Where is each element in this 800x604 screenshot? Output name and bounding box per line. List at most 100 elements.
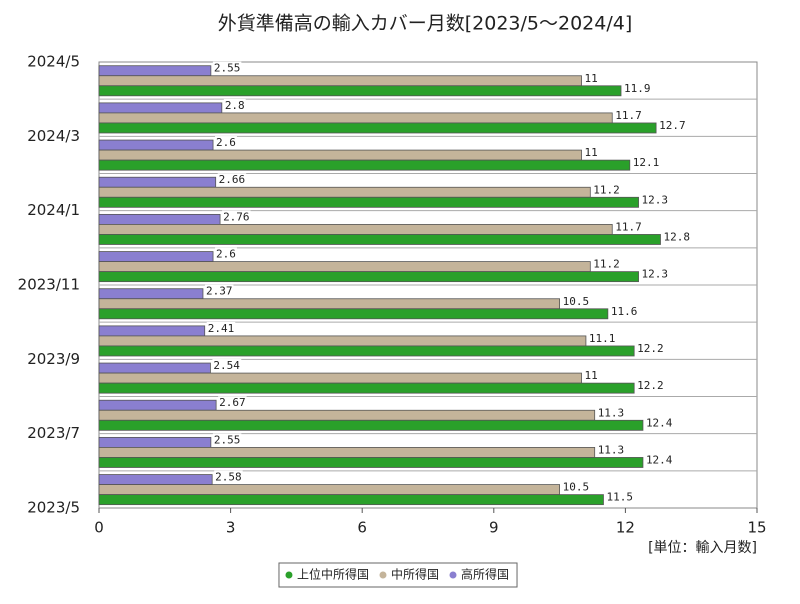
- bar: [98, 196, 639, 208]
- data-label: 2.67: [218, 396, 247, 410]
- x-tick-label: 3: [226, 519, 236, 537]
- chart-title: 外貨準備高の輸入カバー月数[2023/5～2024/4]: [218, 13, 633, 35]
- data-label-bg: [212, 61, 242, 75]
- y-tick-label: 2023/5: [27, 499, 80, 517]
- data-label-text: 11: [585, 72, 598, 85]
- x-tick-label: 0: [94, 519, 104, 537]
- data-label-text: 11.2: [593, 258, 620, 271]
- bar: [98, 457, 644, 468]
- data-label-text: 2.41: [208, 322, 235, 335]
- data-label-bg: [640, 193, 670, 207]
- data-label-text: 2.76: [223, 210, 250, 223]
- bar: [98, 251, 214, 262]
- data-label-text: 12.2: [637, 379, 664, 392]
- data-label-bg: [605, 490, 634, 504]
- data-label-text: 11.2: [593, 183, 620, 196]
- data-label-bg: [214, 470, 243, 484]
- data-label: 11.7: [614, 108, 643, 122]
- data-label-bg: [631, 156, 661, 170]
- y-tick-label: 2023/7: [27, 424, 80, 442]
- unit-label: [単位：輸入月数]: [648, 540, 757, 556]
- data-label: 12.8: [662, 230, 691, 244]
- data-label: 11.3: [596, 406, 626, 420]
- legend-item: 高所得国: [449, 567, 509, 582]
- bar: [98, 325, 206, 337]
- data-label: 12.3: [640, 267, 670, 281]
- data-label-bg: [636, 379, 665, 393]
- data-label: 2.37: [204, 284, 234, 298]
- data-label: 11.2: [592, 257, 621, 271]
- bar: [98, 288, 204, 300]
- bar: [98, 213, 221, 225]
- data-label-bg: [658, 118, 687, 132]
- data-label-text: 12.1: [633, 156, 660, 169]
- data-label-bg: [623, 81, 652, 95]
- bar: [98, 308, 609, 320]
- data-label-text: 11.1: [589, 332, 616, 345]
- data-label-text: 2.8: [225, 99, 245, 112]
- data-label-bg: [587, 331, 617, 345]
- data-label-bg: [583, 71, 599, 85]
- x-tick-label: 12: [616, 519, 635, 537]
- data-label: 10.5: [561, 294, 591, 308]
- bar: [98, 409, 596, 421]
- bar: [98, 494, 604, 506]
- data-label-text: 10.5: [563, 481, 590, 494]
- bar: [98, 85, 622, 97]
- data-label: 11.3: [596, 443, 626, 457]
- data-label: 2.41: [206, 321, 236, 335]
- bar: [98, 362, 211, 374]
- bar: [98, 271, 639, 283]
- data-label-text: 2.37: [206, 285, 233, 298]
- bar: [98, 176, 217, 188]
- data-label: 11: [583, 71, 599, 85]
- bar: [98, 186, 591, 198]
- data-label-bg: [592, 257, 621, 271]
- bar: [98, 474, 213, 485]
- data-label-text: 11.5: [606, 491, 633, 504]
- data-label-bg: [206, 321, 236, 335]
- data-label: 11: [583, 146, 599, 160]
- legend-marker: [379, 571, 387, 579]
- data-label-text: 10.5: [563, 295, 590, 308]
- bar: [98, 102, 223, 114]
- data-label-bg: [636, 341, 665, 355]
- data-label-bg: [596, 406, 626, 420]
- data-label-text: 2.55: [214, 62, 241, 75]
- bar: [98, 149, 582, 161]
- bar: [98, 372, 582, 384]
- data-label-text: 2.66: [219, 173, 246, 186]
- data-label: 12.1: [631, 156, 661, 170]
- data-label-bg: [561, 294, 591, 308]
- data-label-bg: [204, 284, 234, 298]
- bar: [98, 261, 591, 273]
- data-label-text: 11.9: [624, 82, 651, 95]
- data-label-bg: [592, 183, 621, 197]
- data-label-text: 11: [585, 369, 598, 382]
- legend-item: 上位中所得国: [285, 567, 369, 582]
- data-label-text: 11.7: [615, 220, 642, 233]
- data-label-bg: [614, 220, 643, 234]
- bar: [98, 224, 613, 235]
- data-label-text: 2.55: [214, 433, 241, 446]
- y-tick-label: 2024/3: [27, 127, 80, 145]
- bar: [98, 159, 631, 171]
- x-tick-label: 15: [747, 519, 766, 537]
- data-label: 12.2: [636, 379, 665, 393]
- data-label: 2.66: [217, 173, 247, 187]
- data-label: 10.5: [561, 480, 591, 494]
- data-label: 11.9: [623, 81, 652, 95]
- data-label-text: 11: [585, 146, 598, 159]
- bar: [98, 122, 657, 134]
- data-label-text: 2.58: [215, 471, 242, 484]
- data-label-bg: [218, 396, 247, 410]
- data-label-text: 12.7: [659, 119, 686, 132]
- y-tick-label: 2024/1: [27, 201, 80, 219]
- data-label: 2.55: [212, 61, 242, 75]
- data-label-bg: [583, 369, 599, 383]
- data-label: 2.58: [214, 470, 243, 484]
- bar: [98, 484, 561, 496]
- bar: [98, 234, 661, 245]
- data-label: 12.7: [658, 118, 687, 132]
